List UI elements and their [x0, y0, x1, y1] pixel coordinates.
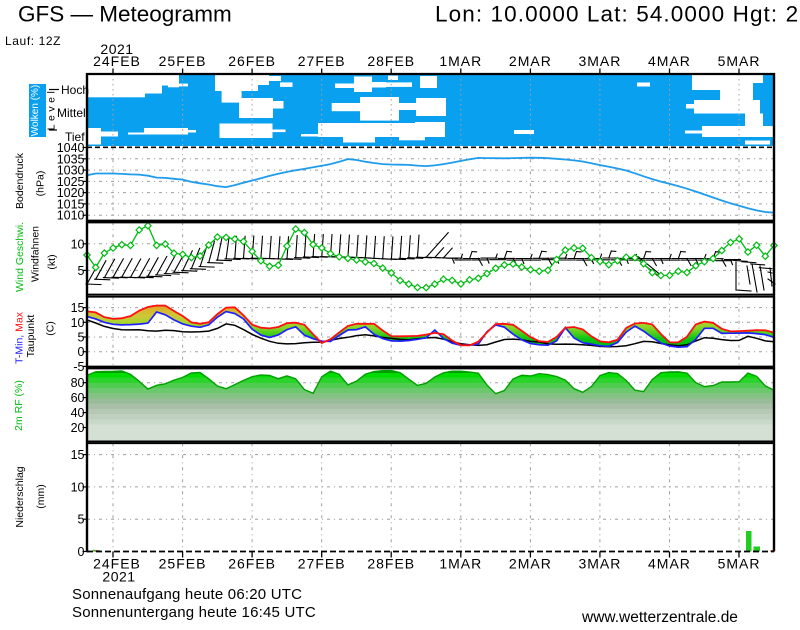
- svg-text:Sonnenuntergang heute 16:45 UT: Sonnenuntergang heute 16:45 UTC: [72, 604, 316, 621]
- svg-text:5MAR: 5MAR: [718, 53, 761, 69]
- svg-text:Hoch: Hoch: [61, 83, 89, 97]
- svg-text:1010: 1010: [57, 209, 85, 223]
- svg-text:20: 20: [71, 421, 85, 435]
- svg-text:Niederschlag: Niederschlag: [14, 466, 26, 527]
- svg-text:10: 10: [71, 480, 85, 494]
- svg-text:Bodendruck: Bodendruck: [14, 152, 26, 209]
- svg-text:Windfahnen: Windfahnen: [30, 226, 42, 282]
- svg-text:28FEB: 28FEB: [367, 53, 415, 69]
- svg-text:(C): (C): [45, 321, 57, 336]
- svg-text:27FEB: 27FEB: [298, 556, 346, 572]
- svg-text:2021: 2021: [100, 41, 133, 57]
- svg-text:1MAR: 1MAR: [439, 53, 482, 69]
- svg-text:10: 10: [71, 237, 85, 251]
- svg-text:1MAR: 1MAR: [439, 556, 482, 572]
- svg-text:40: 40: [71, 406, 85, 420]
- svg-text:(mm): (mm): [35, 484, 47, 509]
- svg-text:3MAR: 3MAR: [578, 556, 621, 572]
- svg-text:4MAR: 4MAR: [648, 556, 691, 572]
- svg-text:Taupunkt: Taupunkt: [25, 315, 37, 358]
- svg-text:Lauf: 12Z: Lauf: 12Z: [5, 34, 61, 48]
- svg-text:15: 15: [71, 448, 85, 462]
- svg-text:T-Min, Max: T-Min, Max: [14, 311, 26, 364]
- svg-text:Sonnenaufgang heute 06:20 UTC: Sonnenaufgang heute 06:20 UTC: [72, 586, 302, 603]
- svg-text:-5: -5: [73, 360, 84, 374]
- svg-text:5: 5: [78, 264, 85, 278]
- svg-text:60: 60: [71, 391, 85, 405]
- svg-text:(kt): (kt): [46, 254, 58, 269]
- svg-text:Wind Geschwi.: Wind Geschwi.: [14, 222, 26, 292]
- svg-text:26FEB: 26FEB: [228, 556, 276, 572]
- svg-text:5MAR: 5MAR: [718, 556, 761, 572]
- svg-text:Lon: 10.0000 Lat: 54.0000 Hgt:: Lon: 10.0000 Lat: 54.0000 Hgt: 2: [435, 2, 799, 27]
- svg-text:www.wetterzentrale.de: www.wetterzentrale.de: [581, 609, 738, 625]
- svg-text:10: 10: [71, 316, 85, 330]
- svg-text:26FEB: 26FEB: [228, 53, 276, 69]
- svg-text:Tief: Tief: [65, 130, 85, 144]
- svg-text:80: 80: [71, 376, 85, 390]
- svg-text:2MAR: 2MAR: [509, 53, 552, 69]
- svg-text:15: 15: [71, 301, 85, 315]
- svg-text:25FEB: 25FEB: [159, 556, 207, 572]
- svg-text:2021: 2021: [102, 569, 135, 585]
- svg-text:GFS — Meteogramm: GFS — Meteogramm: [18, 2, 232, 27]
- svg-text:25FEB: 25FEB: [159, 53, 207, 69]
- svg-text:5: 5: [78, 331, 85, 345]
- svg-text:(hPa): (hPa): [35, 171, 47, 197]
- svg-text:3MAR: 3MAR: [578, 53, 621, 69]
- svg-text:0: 0: [78, 545, 85, 559]
- svg-text:4MAR: 4MAR: [648, 53, 691, 69]
- svg-text:Mittel: Mittel: [57, 106, 86, 120]
- svg-text:Level: Level: [46, 88, 58, 131]
- svg-text:Wolken (%): Wolken (%): [30, 85, 41, 137]
- svg-text:2MAR: 2MAR: [509, 556, 552, 572]
- svg-text:27FEB: 27FEB: [298, 53, 346, 69]
- svg-text:5: 5: [78, 513, 85, 527]
- svg-text:28FEB: 28FEB: [367, 556, 415, 572]
- svg-text:2m RF (%): 2m RF (%): [13, 380, 25, 431]
- svg-text:0: 0: [78, 345, 85, 359]
